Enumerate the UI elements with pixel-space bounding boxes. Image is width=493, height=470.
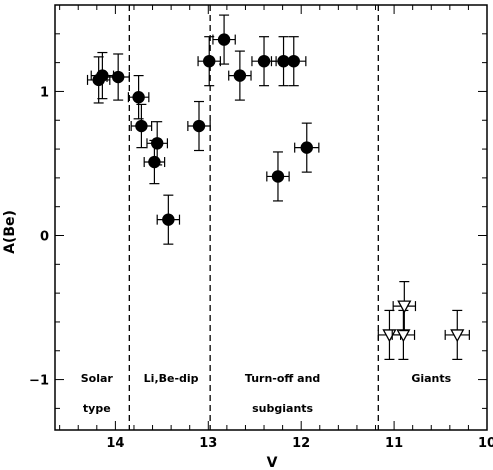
data-point <box>130 103 153 149</box>
marker-filled-circle <box>162 213 175 226</box>
data-point <box>197 36 221 87</box>
marker-filled-circle <box>287 54 300 68</box>
y-axis-label: A(Be) <box>2 210 18 254</box>
marker-filled-circle <box>271 170 285 183</box>
x-tick-label: 14 <box>106 436 124 451</box>
x-tick-label: 10 <box>478 436 493 451</box>
data-point <box>127 74 150 120</box>
y-tick-label: 1 <box>40 85 49 100</box>
marker-filled-circle <box>257 54 271 68</box>
marker-filled-circle <box>300 141 313 154</box>
y-tick-label: 0 <box>40 230 49 245</box>
region-label: Solar <box>81 372 114 385</box>
x-tick-label: 11 <box>385 436 403 451</box>
data-point <box>251 36 277 87</box>
data-point <box>391 309 416 361</box>
region-label: Turn-off and <box>245 372 320 385</box>
marker-filled-circle <box>135 119 148 133</box>
region-label: Giants <box>411 372 451 385</box>
marker-filled-circle <box>192 119 206 133</box>
region-label: subgiants <box>252 402 313 415</box>
marker-filled-circle <box>148 155 161 169</box>
marker-filled-circle <box>217 33 231 46</box>
marker-filled-circle <box>111 70 125 84</box>
data-point <box>143 139 166 185</box>
data-point <box>90 51 115 100</box>
x-tick-label: 12 <box>292 436 310 451</box>
marker-filled-circle <box>150 137 164 150</box>
marker-filled-circle <box>233 69 247 82</box>
data-point <box>228 50 252 101</box>
marker-open-triangle <box>397 300 412 314</box>
marker-open-triangle <box>396 329 411 343</box>
data-point <box>392 281 417 332</box>
data-point <box>281 36 307 87</box>
data-point <box>212 14 236 65</box>
labels: V A(Be) Solar type Li,Be-dip Turn-off and su… <box>2 210 452 470</box>
plot-frame <box>54 4 488 431</box>
data-point <box>156 194 181 245</box>
region-label: Li,Be-dip <box>144 372 199 385</box>
x-axis-label: V <box>267 455 278 470</box>
marker-open-triangle <box>450 329 465 343</box>
data-point <box>266 151 290 202</box>
marker-filled-circle <box>203 54 216 68</box>
x-tick-label: 13 <box>199 436 217 451</box>
y-tick-label: −1 <box>29 374 49 389</box>
data-point <box>106 53 130 101</box>
marker-filled-circle <box>132 91 145 104</box>
plot-area <box>54 4 488 431</box>
data-points <box>86 14 470 361</box>
data-point <box>187 100 211 152</box>
data-point <box>444 309 470 361</box>
data-point <box>294 122 320 173</box>
marker-filled-circle <box>96 69 109 82</box>
region-label: type <box>83 402 111 415</box>
